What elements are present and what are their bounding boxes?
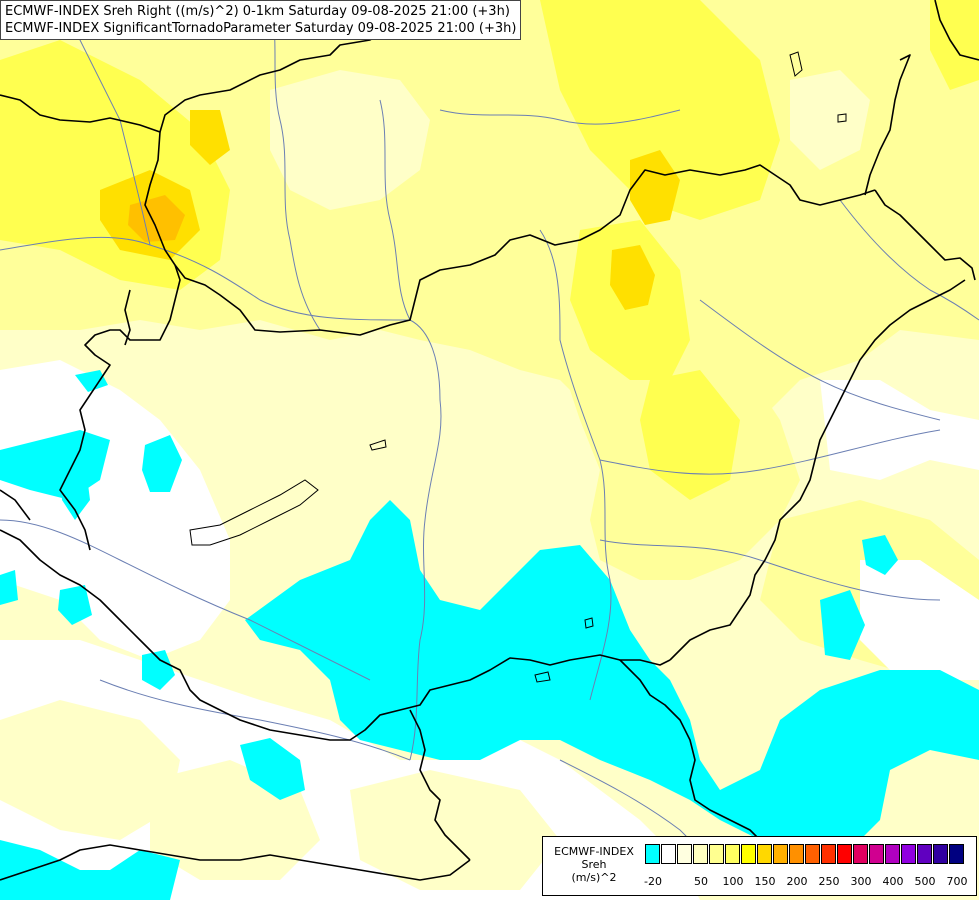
- border-poland-ukraine: [864, 54, 911, 196]
- legend-swatch: [869, 844, 884, 864]
- legend-swatch: [917, 844, 932, 864]
- border-czech-slovakia: [144, 131, 876, 336]
- field-pale-north: [270, 70, 430, 210]
- field-gold-n: [630, 150, 680, 225]
- lake-small-4: [789, 51, 803, 77]
- legend-swatch: [661, 844, 676, 864]
- field-orange-nw: [128, 195, 185, 242]
- legend-line-1: ECMWF-INDEX: [554, 845, 634, 858]
- field-white-west: [0, 360, 230, 660]
- legend-swatch: [709, 844, 724, 864]
- field-pale-south-1: [0, 700, 180, 840]
- legend-tick-label: 250: [818, 875, 840, 888]
- border-croatia-serbia: [409, 709, 471, 861]
- field-white-east: [820, 380, 979, 480]
- map-title: ECMWF-INDEX Sreh Right ((m/s)^2) 0-1km S…: [0, 0, 522, 40]
- border-slovenia: [0, 489, 31, 521]
- border-austria-hungary: [59, 264, 181, 551]
- lake-small-2: [584, 617, 594, 629]
- field-gold-nw2: [190, 110, 230, 165]
- border-ukraine-romania: [874, 189, 976, 281]
- field-pale-south-3: [350, 770, 560, 890]
- field-cyan-east-blob: [820, 590, 865, 660]
- title-line-1: ECMWF-INDEX Sreh Right ((m/s)^2) 0-1km S…: [5, 4, 510, 19]
- border-hungary-romania: [669, 279, 966, 661]
- field-cyan-west-4: [0, 570, 18, 605]
- lake-small-1: [369, 439, 387, 451]
- legend-line-3: (m/s)^2: [571, 871, 617, 884]
- legend-tick-label: 100: [722, 875, 744, 888]
- legend-tick-label: -20: [644, 875, 662, 888]
- legend-swatch: [741, 844, 756, 864]
- lake-small-3: [534, 671, 551, 683]
- field-gold-center: [610, 245, 655, 310]
- field-cyan-west-5: [142, 650, 175, 690]
- legend-swatch: [757, 844, 772, 864]
- legend-tick-label: 700: [946, 875, 968, 888]
- legend-tick-label: 150: [754, 875, 776, 888]
- field-white-se: [860, 560, 979, 680]
- field-yellow-n: [540, 0, 780, 220]
- border-austria-czech: [0, 0, 431, 133]
- legend-swatch: [645, 844, 660, 864]
- field-yellow-ne: [930, 0, 979, 90]
- legend-swatch: [885, 844, 900, 864]
- border-serbia-romania: [619, 659, 761, 841]
- legend-tick-label: 300: [850, 875, 872, 888]
- legend-swatch: [725, 844, 740, 864]
- field-cyan-west-3: [58, 585, 92, 625]
- legend-swatch: [789, 844, 804, 864]
- border-west-vertical: [124, 289, 131, 346]
- field-yellow-east: [640, 370, 740, 500]
- legend-tick-label: 400: [882, 875, 904, 888]
- legend-label: ECMWF-INDEX Sreh (m/s)^2: [549, 845, 639, 884]
- lakes: [189, 51, 847, 683]
- legend-tick-label: 50: [694, 875, 708, 888]
- border-poland-northeast: [934, 0, 979, 61]
- field-cyan-west-6: [75, 370, 108, 392]
- country-borders: [0, 0, 979, 881]
- legend-swatch: [821, 844, 836, 864]
- field-cyan-south-2: [0, 840, 180, 900]
- legend-tick-label: 200: [786, 875, 808, 888]
- legend-tick-label: 500: [914, 875, 936, 888]
- border-hungary-croatia: [0, 529, 671, 741]
- legend-swatch: [853, 844, 868, 864]
- border-croatia-bosnia: [0, 844, 471, 881]
- field-cyan-east-small: [862, 535, 898, 575]
- legend-swatch: [773, 844, 788, 864]
- legend-swatch: [693, 844, 708, 864]
- lake-small-5: [837, 113, 847, 123]
- field-cyan-central: [245, 500, 979, 840]
- field-cyan-south-1: [240, 738, 305, 800]
- field-pale-northeast: [790, 70, 870, 170]
- legend-swatch: [677, 844, 692, 864]
- legend-swatch: [805, 844, 820, 864]
- field-cyan-west-2: [142, 435, 182, 492]
- legend-swatch: [949, 844, 964, 864]
- title-line-2: ECMWF-INDEX SignificantTornadoParameter …: [5, 21, 517, 36]
- lake-balaton: [189, 479, 319, 546]
- legend-line-2: Sreh: [581, 858, 607, 871]
- legend-swatch: [837, 844, 852, 864]
- color-legend: ECMWF-INDEX Sreh (m/s)^2 -20 50 100 150 200 2…: [542, 836, 977, 896]
- legend-color-bar: [645, 844, 965, 866]
- legend-swatch: [901, 844, 916, 864]
- legend-swatch: [933, 844, 948, 864]
